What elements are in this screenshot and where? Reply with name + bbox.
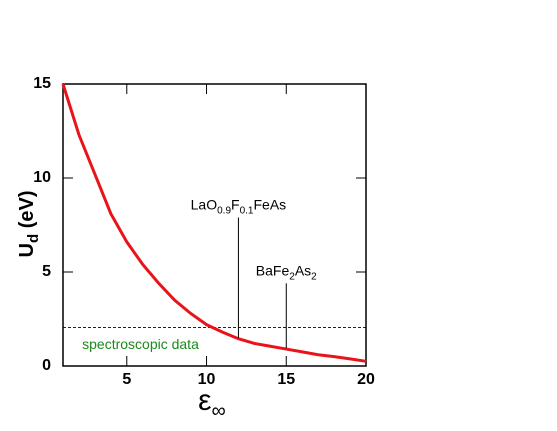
x-tick-label: 20 <box>357 371 375 388</box>
annotation-text: LaO <box>191 196 218 212</box>
y-label-main: U <box>16 243 38 257</box>
annotation-text: BaFe <box>256 262 290 278</box>
y-tick-label: 0 <box>42 357 51 374</box>
x-tick-label: 10 <box>198 371 216 388</box>
y-tick-label: 15 <box>33 75 51 92</box>
data-line <box>61 83 367 363</box>
annotation-sub: 2 <box>289 271 295 282</box>
annotation-sub: 2 <box>311 271 317 282</box>
x-axis-label: ε∞ <box>198 384 226 422</box>
annotation-sub: 0.9 <box>217 205 231 216</box>
y-label-unit: (eV) <box>16 191 38 234</box>
plot-frame <box>62 83 367 367</box>
x-label-main: ε <box>198 384 211 417</box>
annotation-sub: 0.1 <box>240 205 254 216</box>
annotation-text: As <box>295 262 311 278</box>
y-axis-label: Ud (eV) <box>16 191 42 258</box>
y-label-sub: d <box>25 234 42 243</box>
annotation-text: F <box>231 196 240 212</box>
annotation-label: BaFe2As2 <box>256 262 317 282</box>
x-tick-label: 15 <box>277 371 295 388</box>
x-label-sub: ∞ <box>212 400 226 422</box>
y-tick-label: 5 <box>42 263 51 280</box>
y-tick-label: 10 <box>33 169 51 186</box>
annotation-text: FeAs <box>253 196 286 212</box>
reference-label: spectroscopic data <box>82 336 199 352</box>
x-tick-label: 5 <box>122 371 131 388</box>
annotation-label: LaO0.9F0.1FeAs <box>191 196 287 216</box>
